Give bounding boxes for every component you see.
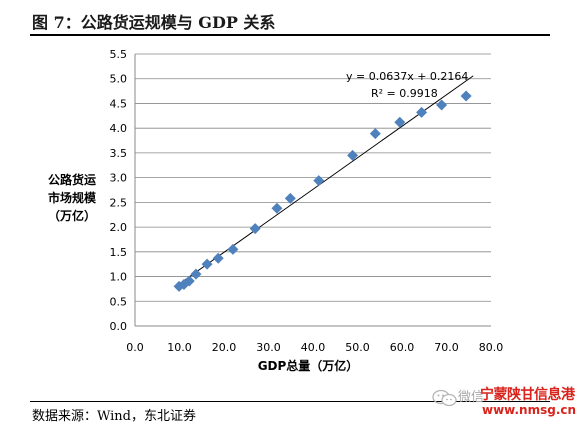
y-tick-label: 2.5	[110, 196, 128, 209]
x-tick-label: 50.0	[345, 341, 370, 354]
wechat-icon	[432, 389, 457, 407]
x-tick-label: 20.0	[212, 341, 237, 354]
y-tick-label: 2.0	[110, 221, 128, 234]
x-tick-label: 30.0	[256, 341, 281, 354]
data-point	[313, 175, 325, 187]
data-point	[284, 192, 296, 204]
watermark-wechat-text: 微信	[458, 390, 485, 405]
axes	[134, 54, 491, 327]
x-tick-labels: 0.0 10.0 20.0 30.0 40.0 50.0 60.0 70.0 80.0	[126, 341, 503, 354]
data-point	[416, 106, 428, 118]
data-point	[460, 90, 472, 102]
trendline-equation: y = 0.0637x + 0.2164	[346, 70, 468, 83]
x-tick-label: 80.0	[479, 341, 504, 354]
y-tick-label: 3.0	[110, 172, 128, 185]
y-axis-label-line-2: 市场规模	[48, 190, 97, 205]
y-axis-label-line-3: （万亿）	[48, 208, 96, 223]
data-point	[201, 258, 213, 270]
y-tick-label: 5.5	[110, 48, 128, 61]
x-tick-label: 40.0	[301, 341, 326, 354]
footer-rule	[30, 401, 550, 402]
data-point	[394, 116, 406, 128]
title-rule	[30, 34, 550, 36]
y-tick-labels: 0.0 0.5 1.0 1.5 2.0 2.5 3.0 3.5 4.0 4.5 5.0 5.5	[110, 48, 128, 333]
data-point	[227, 243, 239, 255]
trendline	[176, 75, 474, 286]
y-tick-label: 0.0	[110, 320, 128, 333]
data-point	[436, 99, 448, 111]
data-point	[249, 223, 261, 235]
x-tick-label: 60.0	[390, 341, 415, 354]
watermark-site: www.nmsg.cn	[482, 403, 577, 417]
data-point	[271, 202, 283, 214]
y-tick-label: 4.5	[110, 97, 128, 110]
y-tick-label: 0.5	[110, 295, 128, 308]
y-tick-label: 4.0	[110, 122, 128, 135]
source-note: 数据来源：Wind，东北证券	[32, 409, 196, 424]
x-tick-label: 70.0	[434, 341, 459, 354]
data-point	[347, 149, 359, 161]
gridlines	[135, 53, 491, 302]
x-axis-label: GDP总量（万亿）	[258, 358, 359, 373]
y-tick-label: 1.0	[110, 271, 128, 284]
y-tick-label: 1.5	[110, 246, 128, 259]
r-squared-label: R² = 0.9918	[371, 87, 438, 100]
watermark-name: 宁蒙陕甘信息港	[480, 387, 575, 403]
y-tick-label: 3.5	[110, 147, 128, 160]
figure-title: 图 7：公路货运规模与 GDP 关系	[32, 13, 276, 32]
x-tick-label: 0.0	[126, 341, 144, 354]
y-axis-label-line-1: 公路货运	[48, 172, 96, 187]
watermark: 微信 宁蒙陕甘信息港 www.nmsg.cn	[432, 382, 584, 422]
x-tick-label: 10.0	[167, 341, 192, 354]
data-point	[369, 128, 381, 140]
y-tick-label: 5.0	[110, 73, 128, 86]
data-points	[173, 90, 472, 292]
data-point	[190, 268, 202, 280]
data-point	[183, 275, 195, 287]
data-point	[212, 252, 224, 264]
